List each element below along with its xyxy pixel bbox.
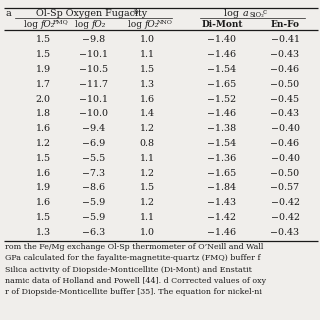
Text: En-Fo: En-Fo [270,20,300,29]
Text: −6.3: −6.3 [82,228,106,237]
Text: −0.46: −0.46 [270,139,300,148]
Text: 1.4: 1.4 [140,109,155,118]
Text: rom the Fe/Mg exchange Ol-Sp thermometer of O’Neill and Wall: rom the Fe/Mg exchange Ol-Sp thermometer… [5,243,263,251]
Text: −0.43: −0.43 [270,228,300,237]
Text: −5.9: −5.9 [82,198,106,207]
Text: FMQ: FMQ [53,20,69,25]
Text: −0.50: −0.50 [270,80,300,89]
Text: SiO₂: SiO₂ [250,11,264,19]
Text: 1.5: 1.5 [36,213,51,222]
Text: 1.3: 1.3 [140,80,155,89]
Text: 0.8: 0.8 [140,139,155,148]
Text: −0.40: −0.40 [270,154,300,163]
Text: Silica activity of Diopside-Monticellite (Di-Mont) and Enstatit: Silica activity of Diopside-Monticellite… [5,266,252,274]
Text: −0.41: −0.41 [270,36,300,44]
Text: GPa calculated for the fayalite-magnetite-quartz (FMQ) buffer f: GPa calculated for the fayalite-magnetit… [5,254,260,262]
Text: −1.42: −1.42 [207,213,236,222]
Text: b: b [133,7,138,15]
Text: −1.65: −1.65 [207,169,236,178]
Text: −0.46: −0.46 [270,65,300,74]
Text: −9.4: −9.4 [83,124,106,133]
Text: −1.54: −1.54 [207,139,236,148]
Text: 1.5: 1.5 [140,183,155,192]
Text: Di-Mont: Di-Mont [201,20,243,29]
Text: 1.6: 1.6 [36,124,51,133]
Text: a: a [243,9,248,18]
Text: 1.5: 1.5 [140,65,155,74]
Text: −1.54: −1.54 [207,65,236,74]
Text: 1.0: 1.0 [140,228,155,237]
Text: fO₂: fO₂ [145,20,159,29]
Text: 1.3: 1.3 [36,228,51,237]
Text: 1.1: 1.1 [140,50,155,59]
Text: −0.43: −0.43 [270,109,300,118]
Text: −1.65: −1.65 [207,80,236,89]
Text: 1.2: 1.2 [140,124,155,133]
Text: log: log [24,20,41,29]
Text: −1.52: −1.52 [207,95,236,104]
Text: 1.9: 1.9 [36,183,51,192]
Text: 1.2: 1.2 [140,169,155,178]
Text: −0.43: −0.43 [270,50,300,59]
Text: fO₂: fO₂ [41,20,55,29]
Text: −1.40: −1.40 [207,36,236,44]
Text: −7.3: −7.3 [83,169,106,178]
Text: −1.46: −1.46 [207,228,236,237]
Text: namic data of Holland and Powell [44]. d Corrected values of oxy: namic data of Holland and Powell [44]. d… [5,277,266,285]
Text: Ol-Sp Oxygen Fugacity: Ol-Sp Oxygen Fugacity [36,9,151,18]
Text: −0.40: −0.40 [270,124,300,133]
Text: −10.0: −10.0 [79,109,108,118]
Text: 1.6: 1.6 [36,198,51,207]
Text: −10.1: −10.1 [79,95,108,104]
Text: 1.6: 1.6 [140,95,155,104]
Text: 1.5: 1.5 [36,50,51,59]
Text: −1.46: −1.46 [207,50,236,59]
Text: −1.38: −1.38 [207,124,236,133]
Text: 1.7: 1.7 [36,80,51,89]
Text: −5.9: −5.9 [82,213,106,222]
Text: 1.2: 1.2 [36,139,51,148]
Text: log: log [225,9,243,18]
Text: −1.46: −1.46 [207,109,236,118]
Text: −0.50: −0.50 [270,169,300,178]
Text: −9.8: −9.8 [83,36,106,44]
Text: −6.9: −6.9 [82,139,106,148]
Text: −0.45: −0.45 [270,95,300,104]
Text: 1.5: 1.5 [36,36,51,44]
Text: 1.0: 1.0 [140,36,155,44]
Text: −11.7: −11.7 [79,80,108,89]
Text: r of Diopside-Monticellite buffer [35]. The equation for nickel-ni: r of Diopside-Monticellite buffer [35]. … [5,288,262,296]
Text: log: log [128,20,145,29]
Text: −10.1: −10.1 [79,50,108,59]
Text: 1.9: 1.9 [36,65,51,74]
Text: −0.42: −0.42 [270,213,300,222]
Text: 1.2: 1.2 [140,198,155,207]
Text: −0.42: −0.42 [270,198,300,207]
Text: 2.0: 2.0 [36,95,51,104]
Text: 1.1: 1.1 [140,213,155,222]
Text: −8.6: −8.6 [83,183,106,192]
Text: fO₂: fO₂ [92,20,106,29]
Text: a: a [5,9,11,18]
Text: −1.43: −1.43 [207,198,236,207]
Text: −1.36: −1.36 [207,154,236,163]
Text: 1.6: 1.6 [36,169,51,178]
Text: −10.5: −10.5 [79,65,108,74]
Text: 1.1: 1.1 [140,154,155,163]
Text: NNO: NNO [157,20,173,25]
Text: c: c [262,7,267,15]
Text: 1.8: 1.8 [36,109,51,118]
Text: −0.57: −0.57 [270,183,300,192]
Text: −1.84: −1.84 [207,183,236,192]
Text: 1.5: 1.5 [36,154,51,163]
Text: log: log [75,20,92,29]
Text: −5.5: −5.5 [82,154,106,163]
